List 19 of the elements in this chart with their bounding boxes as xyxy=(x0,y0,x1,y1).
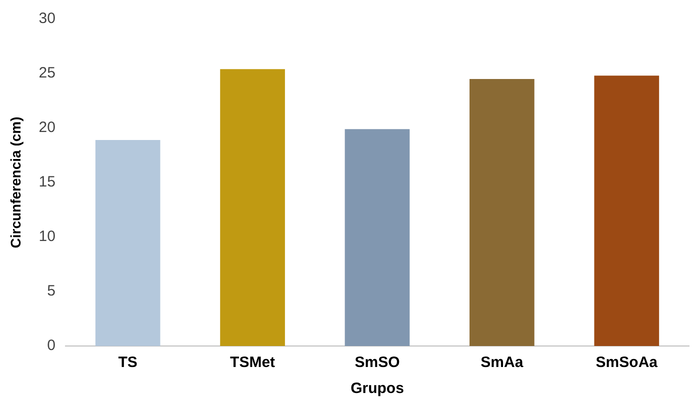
x-tick-label: TSMet xyxy=(230,354,276,372)
x-tick-label: SmSO xyxy=(354,354,400,372)
y-tick-label: 10 xyxy=(38,228,56,246)
x-tick-label: SmSoAa xyxy=(596,354,658,372)
y-tick-label: 25 xyxy=(38,64,56,82)
bar xyxy=(344,129,410,346)
bar xyxy=(220,69,285,346)
x-tick-label: TS xyxy=(118,354,138,372)
bar xyxy=(594,76,660,346)
y-tick-label: 30 xyxy=(38,10,56,28)
x-axis-title: Grupos xyxy=(350,380,404,398)
y-tick-label: 5 xyxy=(47,282,56,300)
bar xyxy=(95,140,160,346)
x-tick-label: SmAa xyxy=(480,354,524,372)
y-tick-label: 20 xyxy=(38,119,56,136)
y-tick-label: 15 xyxy=(38,174,56,191)
y-tick-label: 0 xyxy=(47,337,56,354)
y-axis-title: Circunferencia (cm) xyxy=(7,116,24,248)
bar xyxy=(470,78,534,346)
